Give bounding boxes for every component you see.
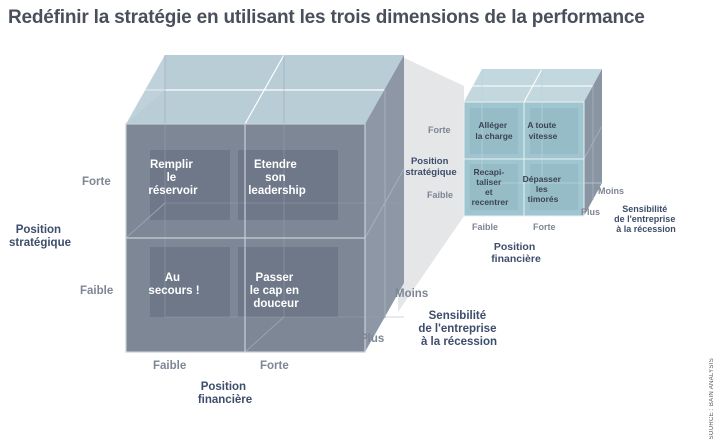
small-z-far-label: Moins: [598, 186, 624, 196]
small-x-title: Position financière: [491, 241, 541, 265]
small-y-high-label: Forte: [428, 125, 451, 135]
big-y-title: Position stratégique: [9, 224, 71, 249]
small-z-near-label: Plus: [581, 207, 600, 217]
big-x-title: Position financière: [198, 381, 252, 406]
cell-passer-le-cap-en-douceur: Passer le cap en douceur: [250, 272, 302, 310]
cell-remplir-le-reservoir: Remplir le réservoir: [148, 159, 198, 197]
performance-cube-diagram: Remplir le réservoir Etendre son leaders…: [9, 54, 678, 406]
cell-etendre-son-leadership: Etendre son leadership: [248, 159, 306, 197]
source-note: SOURCE : BAIN ANALYSIS: [709, 358, 715, 440]
cell-alleger-la-charge: Alléger la charge: [475, 120, 513, 141]
big-cube-cell-highlight: [150, 150, 230, 220]
small-x-low-label: Faible: [472, 222, 498, 232]
cell-a-toute-vitesse: A toute vitesse: [527, 120, 558, 141]
small-y-low-label: Faible: [427, 190, 453, 200]
big-x-low-label: Faible: [153, 360, 186, 372]
big-x-high-label: Forte: [260, 360, 289, 372]
small-z-title: Sensibilité de l'entreprise à la récessi…: [614, 204, 678, 234]
big-z-title: Sensibilité de l'entreprise à la récessi…: [418, 310, 499, 348]
cell-au-secours: Au secours !: [148, 272, 199, 297]
zoom-connector: [398, 55, 464, 312]
small-cube: Alléger la charge A toute vitesse Recapi…: [405, 68, 678, 265]
big-z-far-label: Moins: [395, 288, 428, 300]
small-y-title: Position stratégique: [405, 156, 456, 178]
page-title: Redéfinir la stratégie en utilisant les …: [8, 7, 645, 28]
cell-recapitaliser-et-recentrer: Recapi- taliser et recentrer: [472, 167, 510, 207]
cell-depasser-les-timores: Dépasser les timorés: [523, 174, 564, 204]
small-x-high-label: Forte: [533, 222, 556, 232]
big-y-low-label: Faible: [80, 285, 113, 297]
big-cube: Remplir le réservoir Etendre son leaders…: [9, 54, 499, 406]
big-y-high-label: Forte: [82, 176, 111, 188]
big-z-near-label: Plus: [360, 333, 384, 345]
